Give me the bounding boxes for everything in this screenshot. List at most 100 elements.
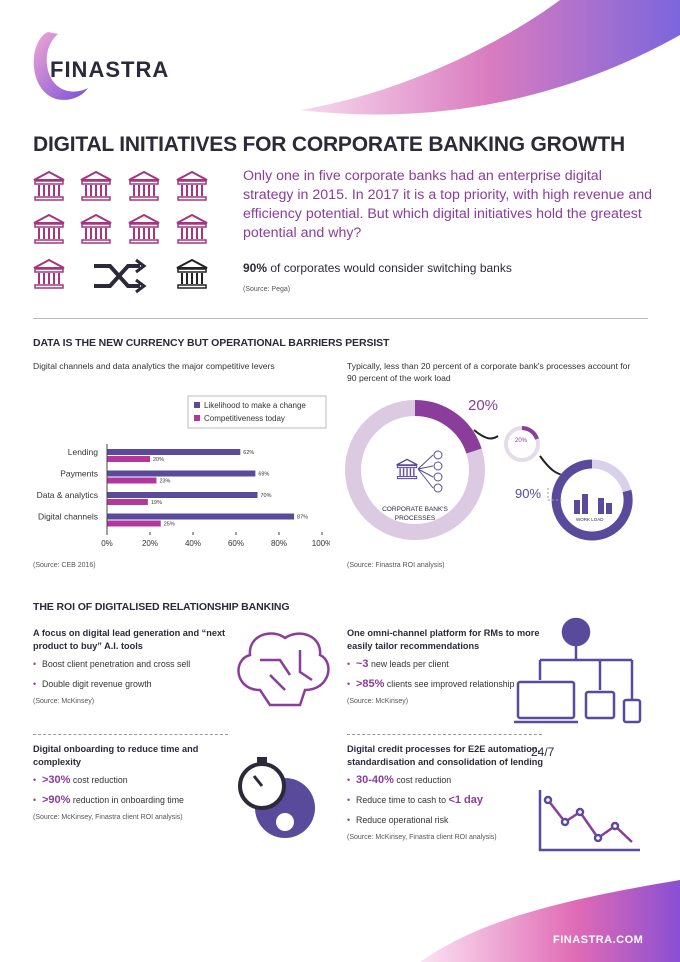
legend-label: Competitiveness today bbox=[204, 414, 285, 423]
bullet: ~3 new leads per client bbox=[347, 658, 547, 670]
bullet-tail: <1 day bbox=[448, 794, 483, 806]
value-label: 25% bbox=[164, 522, 175, 528]
divider bbox=[347, 734, 542, 735]
block-heading: One omni-channel platform for RMs to mor… bbox=[347, 628, 540, 651]
bullet: Double digit revenue growth bbox=[33, 678, 233, 690]
stat-lead: 90% bbox=[243, 261, 268, 275]
value-label: 20% bbox=[153, 457, 164, 463]
bullet: >30% cost reduction bbox=[33, 774, 233, 786]
bullet-text: cost reduction bbox=[396, 775, 452, 785]
bullet-text: reduction in onboarding time bbox=[72, 795, 184, 805]
bank-icon bbox=[33, 259, 65, 289]
x-tick-label: 80% bbox=[271, 539, 287, 548]
roi-block: One omni-channel platform for RMs to mor… bbox=[347, 627, 547, 705]
header-swoosh bbox=[300, 0, 680, 115]
divider bbox=[33, 318, 648, 319]
declining-chart-icon bbox=[538, 790, 640, 852]
x-tick-label: 40% bbox=[185, 539, 201, 548]
bullet-list: Boost client penetration and cross sell … bbox=[33, 658, 233, 690]
bank-icon-switched bbox=[176, 259, 208, 289]
bullet: Reduce operational risk bbox=[347, 814, 547, 826]
stat-text: of corporates would consider switching b… bbox=[270, 261, 512, 275]
source: (Source: McKinsey, Finastra client ROI a… bbox=[33, 814, 183, 821]
intro: Only one in five corporate banks had an … bbox=[243, 168, 653, 241]
x-tick-label: 0% bbox=[101, 539, 113, 548]
bullet-lead: >85% bbox=[356, 678, 385, 690]
x-tick-label: 100% bbox=[312, 539, 330, 548]
footer: FINASTRA.COM bbox=[553, 934, 644, 946]
category-label: Lending bbox=[68, 447, 99, 457]
small-share: 20% bbox=[515, 438, 528, 444]
divider bbox=[33, 734, 228, 735]
bullet-list: >30% cost reduction >90% reduction in on… bbox=[33, 774, 233, 806]
bank-icon bbox=[176, 171, 208, 201]
legend-swatch bbox=[194, 415, 200, 421]
bar-chart: Likelihood to make a change Competitivene… bbox=[37, 395, 330, 548]
bar bbox=[107, 492, 258, 498]
source: (Source: Finastra ROI analysis) bbox=[347, 562, 445, 569]
category-label: Payments bbox=[60, 469, 98, 479]
source: (Source: Pega) bbox=[243, 286, 291, 293]
page-title: DIGITAL INITIATIVES FOR CORPORATE BANKIN… bbox=[33, 133, 625, 156]
subtitle: Digital channels and data analytics the … bbox=[33, 361, 275, 371]
source: (Source: McKinsey) bbox=[33, 698, 95, 705]
section-title: DATA IS THE NEW CURRENCY BUT OPERATIONAL… bbox=[33, 337, 390, 349]
workload-share: 90% bbox=[515, 486, 542, 501]
big-share: 20% bbox=[468, 397, 499, 414]
source: (Source: CEB 2016) bbox=[33, 562, 96, 569]
bank-icon bbox=[80, 171, 112, 201]
logo-mark bbox=[33, 32, 88, 100]
bank-icon bbox=[396, 458, 418, 480]
bullet-text: Boost client penetration and cross sell bbox=[42, 659, 191, 669]
x-tick-label: 60% bbox=[228, 539, 244, 548]
value-label: 62% bbox=[243, 450, 254, 456]
donut-share bbox=[414, 400, 482, 454]
stopwatch-icon bbox=[238, 757, 315, 838]
processes-label: CORPORATE BANK'S PROCESSES bbox=[382, 506, 448, 522]
omnichannel-icon bbox=[514, 617, 642, 724]
source: (Source: McKinsey) bbox=[347, 698, 409, 705]
bullet-lead: >30% bbox=[42, 774, 71, 786]
value-label: 70% bbox=[261, 493, 272, 499]
workload-label: WORK LOAD bbox=[576, 517, 604, 522]
bank-icon bbox=[33, 171, 65, 201]
process-donut bbox=[345, 400, 633, 541]
subtitle: Typically, less than 20 percent of a cor… bbox=[347, 361, 631, 383]
bullet-text: Double digit revenue growth bbox=[42, 679, 152, 689]
bar bbox=[107, 499, 148, 505]
bullet: 30-40% cost reduction bbox=[347, 774, 547, 786]
bullet-list: ~3 new leads per client >85% clients see… bbox=[347, 658, 547, 690]
block-heading: A focus on digital lead generation and “… bbox=[33, 628, 226, 651]
value-label: 19% bbox=[151, 500, 162, 506]
bullet-lead: 30-40% bbox=[356, 774, 394, 786]
legend-label: Likelihood to make a change bbox=[204, 401, 306, 410]
block-heading: Digital onboarding to reduce time and co… bbox=[33, 744, 199, 767]
bar bbox=[107, 477, 157, 484]
bullet-lead: >90% bbox=[42, 794, 71, 806]
stat: 90% of corporates would consider switchi… bbox=[243, 261, 512, 275]
bullet-text: new leads per client bbox=[371, 659, 449, 669]
section-title: THE ROI OF DIGITALISED RELATIONSHIP BANK… bbox=[33, 601, 290, 613]
brand: FINASTRA bbox=[50, 57, 170, 82]
value-label: 23% bbox=[159, 479, 170, 485]
icon-text: 24/7 bbox=[531, 745, 555, 759]
source: (Source: McKinsey, Finastra client ROI a… bbox=[347, 834, 497, 841]
bank-icons bbox=[33, 171, 208, 289]
category-label: Digital channels bbox=[38, 512, 98, 522]
legend-swatch bbox=[194, 402, 200, 408]
bank-icon bbox=[176, 214, 208, 244]
legend-box bbox=[187, 395, 327, 429]
block-heading: Digital credit processes for E2E automat… bbox=[347, 744, 544, 767]
bar bbox=[107, 449, 241, 455]
bank-icon bbox=[33, 214, 65, 244]
value-label: 69% bbox=[258, 472, 269, 478]
x-tick-label: 20% bbox=[142, 539, 158, 548]
bullet: >85% clients see improved relationship bbox=[347, 678, 547, 690]
roi-block: A focus on digital lead generation and “… bbox=[33, 627, 233, 705]
category-label: Data & analytics bbox=[37, 490, 98, 500]
bullet-text: cost reduction bbox=[72, 775, 128, 785]
footer-swoosh bbox=[420, 880, 680, 962]
bank-icon bbox=[80, 214, 112, 244]
